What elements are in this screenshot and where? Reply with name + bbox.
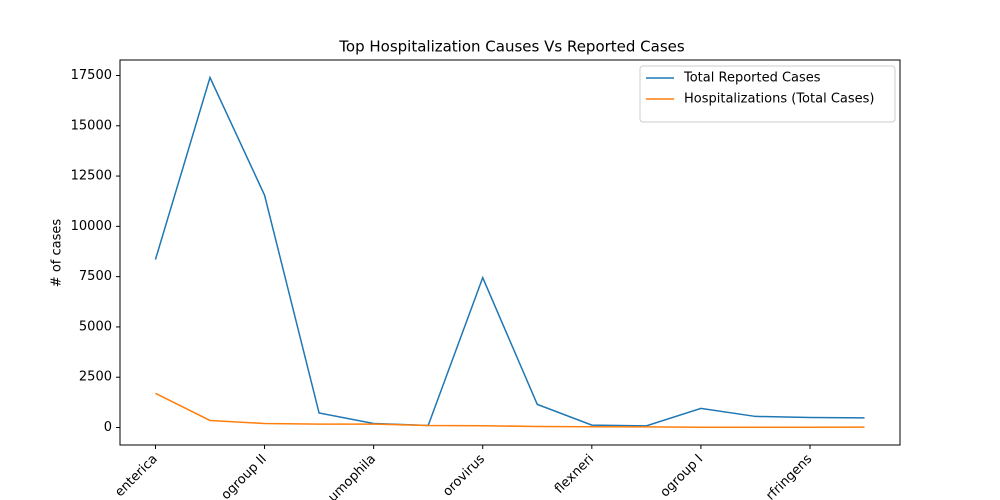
chart-title: Top Hospitalization Causes Vs Reported C… xyxy=(338,38,685,56)
legend-label: Total Reported Cases xyxy=(683,71,821,86)
series-line xyxy=(155,392,865,429)
y-tick-label: 12500 xyxy=(71,169,112,184)
y-axis-label: # of cases xyxy=(50,219,65,288)
y-tick-label: 10000 xyxy=(71,219,112,234)
y-tick-label: 15000 xyxy=(71,118,112,133)
y-tick-label: 5000 xyxy=(79,319,112,334)
y-tick-label: 17500 xyxy=(71,68,112,83)
series-line xyxy=(154,75,865,427)
plot-frame xyxy=(119,59,901,446)
y-tick-label: 0 xyxy=(104,420,112,435)
legend-label: Hospitalizations (Total Cases) xyxy=(684,92,874,107)
y-tick-label: 2500 xyxy=(79,370,112,385)
y-tick-label: 7500 xyxy=(79,269,112,284)
legend-box xyxy=(639,65,896,123)
